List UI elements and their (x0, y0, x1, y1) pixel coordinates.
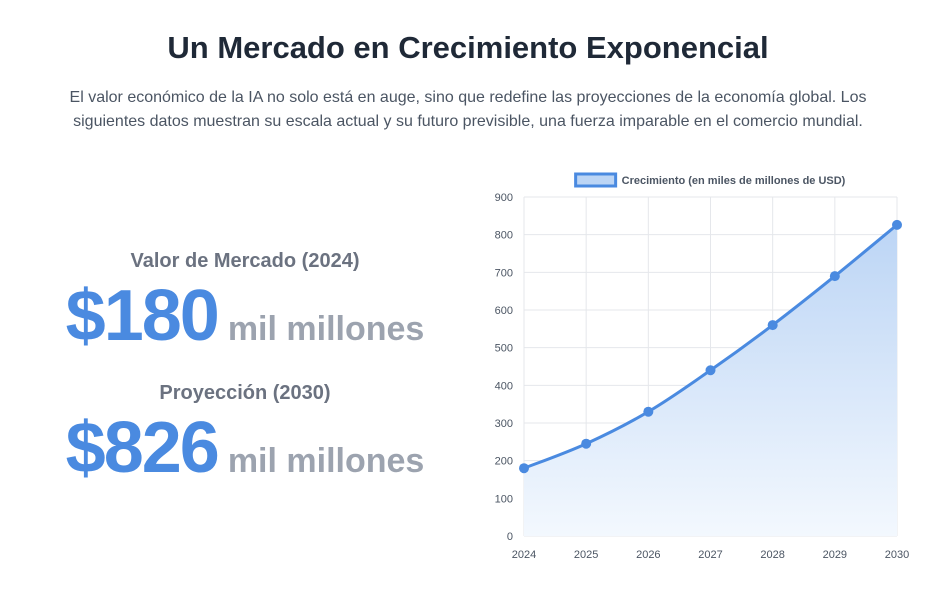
chart-legend[interactable]: Crecimiento (en miles de millones de USD… (574, 172, 846, 188)
x-tick-label: 2027 (698, 549, 722, 561)
x-tick-label: 2030 (885, 549, 909, 561)
stat-label: Valor de Mercado (2024) (130, 250, 360, 272)
data-point[interactable] (581, 438, 592, 449)
stat-value-row: $826 mil millones (20, 407, 470, 489)
stat-projected-market-value: Proyección (2030) $826 mil millones (20, 382, 470, 489)
y-tick-label: 200 (495, 456, 513, 468)
y-tick-label: 800 (495, 230, 513, 242)
x-tick-label: 2028 (760, 549, 784, 561)
legend-label: Crecimiento (en miles de millones de USD… (622, 175, 846, 187)
x-tick-label: 2024 (512, 549, 536, 561)
page-title: Un Mercado en Crecimiento Exponencial (167, 30, 769, 65)
y-tick-label: 0 (507, 531, 513, 543)
page-description: El valor económico de la IA no solo está… (69, 89, 867, 130)
series-points (519, 219, 902, 474)
data-point[interactable] (829, 271, 840, 282)
y-tick-label: 400 (495, 380, 513, 392)
y-tick-label: 700 (495, 267, 513, 279)
y-tick-label: 500 (495, 343, 513, 355)
stat-number: $826 (65, 408, 220, 488)
stat-unit: mil millones (227, 442, 425, 480)
stat-value-row: $180 mil millones (20, 275, 470, 357)
data-point[interactable] (767, 320, 778, 331)
stat-number: $180 (65, 276, 220, 356)
data-point[interactable] (519, 463, 529, 474)
y-tick-label: 900 (495, 192, 513, 204)
x-tick-label: 2025 (574, 549, 598, 561)
stat-label: Proyección (2030) (159, 382, 331, 404)
stat-unit: mil millones (227, 310, 425, 348)
y-axis-ticks: 0 100 200 300 400 500 600 700 800 900 (495, 192, 513, 543)
x-axis-ticks: 2024 2025 2026 2027 2028 2029 2030 (512, 549, 909, 561)
y-tick-label: 600 (495, 305, 513, 317)
data-point[interactable] (705, 365, 716, 376)
x-tick-label: 2026 (636, 549, 660, 561)
y-tick-label: 100 (495, 493, 513, 505)
y-tick-label: 300 (495, 418, 513, 430)
data-point[interactable] (643, 406, 654, 417)
stat-current-market-value: Valor de Mercado (2024) $180 mil millones (20, 250, 470, 357)
x-tick-label: 2029 (823, 549, 847, 561)
legend-swatch (574, 172, 618, 188)
data-point[interactable] (892, 219, 902, 230)
